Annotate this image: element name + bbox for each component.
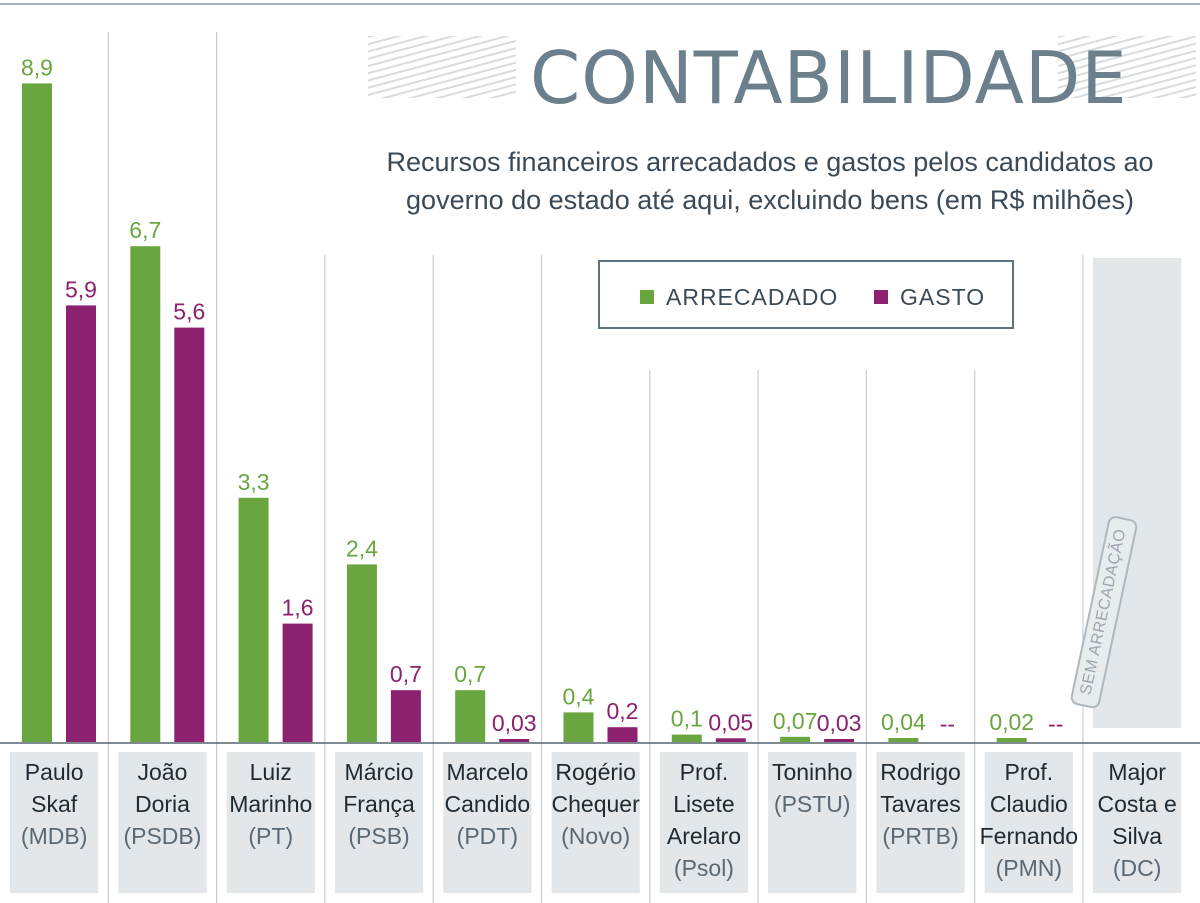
candidate-name-line: Lisete bbox=[673, 791, 734, 817]
value-label-gasto: 5,9 bbox=[65, 276, 97, 302]
chart-subtitle: Recursos financeiros arrecadados e gasto… bbox=[380, 143, 1160, 219]
candidate-party: (Psol) bbox=[674, 855, 734, 881]
candidate-name-line: Márcio bbox=[345, 759, 414, 785]
candidate-label-panel bbox=[118, 752, 207, 893]
candidate-party: (PSB) bbox=[348, 823, 409, 849]
candidate-label-panel bbox=[659, 752, 749, 893]
value-label-gasto: 5,6 bbox=[173, 299, 205, 325]
bar-arrecadado bbox=[238, 497, 269, 742]
value-label-arrecadado: 0,07 bbox=[773, 708, 818, 734]
candidate-name-line: Arelaro bbox=[667, 823, 741, 849]
value-label-gasto: -- bbox=[940, 711, 955, 737]
legend-swatch-arrecadado bbox=[640, 290, 654, 304]
bar-arrecadado bbox=[130, 246, 161, 742]
bar-arrecadado bbox=[455, 690, 486, 742]
candidate-party: (PSTU) bbox=[774, 791, 851, 817]
candidate-name-line: Fernando bbox=[980, 823, 1078, 849]
candidate-label-panel bbox=[876, 752, 965, 893]
value-label-arrecadado: 0,1 bbox=[671, 706, 703, 732]
candidate-party: (DC) bbox=[1113, 855, 1162, 881]
candidate-name-line: Rogério bbox=[555, 759, 636, 785]
subtitle-line-2: governo do estado até aqui, excluindo be… bbox=[406, 185, 1134, 215]
candidate-name-line: Luiz bbox=[250, 759, 292, 785]
title-hatch-left bbox=[368, 36, 516, 98]
candidate-party: (PRTB) bbox=[882, 823, 958, 849]
bar-gasto bbox=[174, 327, 205, 742]
bar-gasto bbox=[390, 690, 421, 742]
value-label-arrecadado: 0,04 bbox=[881, 709, 926, 735]
candidate-name-line: Rodrigo bbox=[880, 759, 961, 785]
value-label-gasto: 0,05 bbox=[708, 709, 753, 735]
bar-gasto bbox=[499, 739, 530, 742]
candidate-label-panel bbox=[984, 752, 1073, 893]
candidate-name-line: Tavares bbox=[880, 791, 961, 817]
candidate-name-line: Skaf bbox=[31, 791, 78, 817]
candidate-name-line: Marinho bbox=[229, 791, 312, 817]
bar-gasto bbox=[715, 738, 746, 742]
value-label-arrecadado: 0,7 bbox=[454, 661, 486, 687]
value-label-gasto: 1,6 bbox=[282, 595, 314, 621]
legend-item-gasto: GASTO bbox=[874, 284, 985, 311]
bar-arrecadado bbox=[346, 564, 377, 742]
candidate-name-line: Prof. bbox=[1005, 759, 1054, 785]
title-hatch-right bbox=[1058, 36, 1196, 98]
candidate-name-line: Silva bbox=[1112, 823, 1162, 849]
candidate-name-line: Prof. bbox=[680, 759, 729, 785]
legend-label-arrecadado: ARRECADADO bbox=[666, 284, 839, 310]
value-label-gasto: 0,03 bbox=[817, 710, 862, 736]
bar-gasto bbox=[66, 305, 96, 742]
legend-label-gasto: GASTO bbox=[900, 284, 986, 310]
bar-gasto bbox=[607, 727, 638, 742]
candidate-name-line: Marcelo bbox=[446, 759, 528, 785]
value-label-gasto: 0,03 bbox=[492, 710, 537, 736]
legend: ARRECADADO GASTO bbox=[598, 260, 1014, 329]
value-label-arrecadado: 6,7 bbox=[129, 217, 161, 243]
chart-title: CONTABILIDADE bbox=[530, 36, 1128, 120]
candidate-name-line: França bbox=[343, 791, 415, 817]
candidate-name-line: Candido bbox=[445, 791, 531, 817]
value-label-gasto: 0,7 bbox=[390, 661, 422, 687]
candidate-label-panel bbox=[768, 752, 857, 893]
value-label-arrecadado: 0,4 bbox=[563, 683, 595, 709]
candidate-name-line: João bbox=[138, 759, 188, 785]
candidate-party: (PT) bbox=[248, 823, 293, 849]
subtitle-line-1: Recursos financeiros arrecadados e gasto… bbox=[386, 147, 1154, 177]
legend-swatch-gasto bbox=[874, 290, 888, 304]
candidate-label-panel bbox=[10, 752, 99, 893]
bar-arrecadado bbox=[22, 83, 52, 742]
bar-gasto bbox=[282, 623, 313, 742]
candidate-label-panel bbox=[334, 752, 424, 893]
candidate-party: (PMN) bbox=[996, 855, 1062, 881]
candidate-name-line: Claudio bbox=[990, 791, 1068, 817]
bar-arrecadado bbox=[780, 736, 811, 742]
value-label-arrecadado: 3,3 bbox=[238, 469, 270, 495]
candidate-party: (PSDB) bbox=[123, 823, 201, 849]
value-label-arrecadado: 8,9 bbox=[21, 54, 53, 80]
candidate-name-line: Costa e bbox=[1098, 791, 1177, 817]
value-label-gasto: 0,2 bbox=[607, 698, 639, 724]
bar-arrecadado bbox=[996, 738, 1027, 742]
candidate-party: (Novo) bbox=[561, 823, 630, 849]
candidate-name-line: Chequer bbox=[552, 791, 641, 817]
legend-item-arrecadado: ARRECADADO bbox=[640, 284, 838, 311]
candidate-name-line: Toninho bbox=[772, 759, 853, 785]
bar-arrecadado bbox=[888, 738, 919, 742]
value-label-gasto: -- bbox=[1048, 711, 1063, 737]
candidate-label-panel bbox=[1093, 752, 1182, 893]
bar-arrecadado bbox=[563, 712, 594, 742]
candidate-party: (PDT) bbox=[457, 823, 518, 849]
candidate-label-panel bbox=[443, 752, 532, 893]
candidate-party: (MDB) bbox=[21, 823, 87, 849]
bar-gasto bbox=[824, 739, 855, 742]
candidate-name-line: Major bbox=[1108, 759, 1166, 785]
candidate-label-panel bbox=[551, 752, 640, 893]
candidate-name-line: Paulo bbox=[25, 759, 84, 785]
candidate-label-panel bbox=[226, 752, 315, 893]
bar-arrecadado bbox=[671, 734, 702, 742]
candidate-name-line: Doria bbox=[135, 791, 190, 817]
value-label-arrecadado: 2,4 bbox=[346, 535, 378, 561]
value-label-arrecadado: 0,02 bbox=[989, 709, 1034, 735]
